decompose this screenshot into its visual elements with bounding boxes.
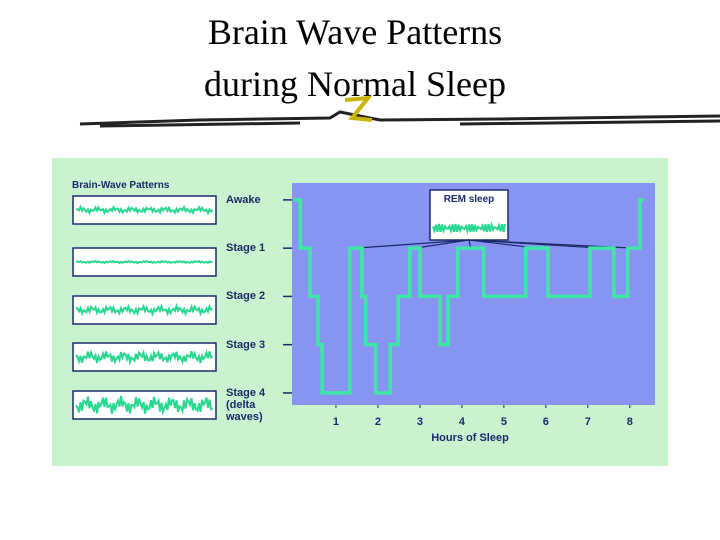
y-tick-label: Awake — [226, 193, 261, 206]
rem-wave — [432, 221, 506, 235]
y-tick-label: Stage 4 (delta waves) — [226, 386, 266, 423]
wave-trace — [76, 259, 213, 265]
x-tick-label: 1 — [332, 416, 340, 428]
x-tick-label: 2 — [374, 416, 382, 428]
annotation: REM sleep — [443, 194, 495, 205]
annotation-leader — [414, 239, 470, 249]
x-tick-label: 4 — [458, 416, 465, 428]
x-tick-label: 5 — [500, 416, 507, 428]
x-tick-label: 7 — [584, 416, 591, 428]
wave-trace — [75, 395, 214, 416]
slide-title: Brain Wave Patterns during Normal Sleep — [204, 12, 506, 104]
wave-trace — [75, 302, 214, 318]
wave-trace — [75, 348, 213, 366]
annotation-leader — [355, 239, 470, 249]
x-tick-label: 8 — [626, 416, 633, 428]
title-ornament — [344, 95, 373, 122]
y-tick-label: Stage 1 — [226, 242, 266, 255]
y-tick-label: Stage 3 — [226, 338, 266, 351]
title-underline — [79, 110, 720, 128]
x-tick-label: 3 — [416, 416, 423, 428]
sleep-stage-line — [294, 198, 644, 395]
x-axis-label: Hours of Sleep — [431, 432, 509, 444]
inset-title: Brain-Wave Patterns — [72, 180, 170, 191]
x-tick-label: 6 — [542, 416, 549, 428]
wave-trace — [75, 204, 214, 216]
y-tick-label: Stage 2 — [226, 290, 266, 303]
